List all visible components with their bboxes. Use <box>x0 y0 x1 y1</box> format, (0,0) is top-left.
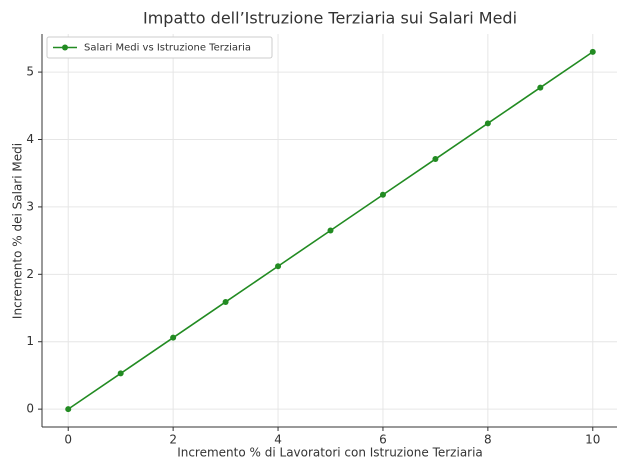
x-axis-label: Incremento % di Lavoratori con Istruzion… <box>177 446 483 460</box>
data-point <box>484 120 491 127</box>
data-point <box>379 191 386 198</box>
data-point <box>170 334 177 341</box>
data-point <box>222 298 229 305</box>
y-tick-label: 1 <box>26 334 34 348</box>
data-point <box>65 406 72 413</box>
data-point <box>275 263 282 270</box>
data-point <box>432 156 439 163</box>
data-point <box>117 370 124 377</box>
y-axis-label: Incremento % dei Salari Medi <box>11 143 25 319</box>
y-tick-label: 3 <box>26 199 34 213</box>
y-tick-label: 2 <box>26 267 34 281</box>
x-tick-label: 4 <box>274 433 282 447</box>
data-point <box>327 227 334 234</box>
data-point <box>537 84 544 91</box>
x-tick-label: 8 <box>484 433 492 447</box>
x-tick-label: 6 <box>379 433 387 447</box>
chart-title: Impatto dell’Istruzione Terziaria sui Sa… <box>143 9 517 28</box>
y-tick-label: 5 <box>26 65 34 79</box>
y-tick-label: 4 <box>26 132 34 146</box>
y-tick-label: 0 <box>26 402 34 416</box>
x-tick-label: 2 <box>169 433 177 447</box>
data-point <box>589 48 596 55</box>
legend-marker <box>62 44 68 51</box>
x-tick-label: 0 <box>64 433 72 447</box>
legend-label: Salari Medi vs Istruzione Terziaria <box>84 43 251 54</box>
x-tick-label: 10 <box>585 433 600 447</box>
legend-box <box>46 36 273 59</box>
